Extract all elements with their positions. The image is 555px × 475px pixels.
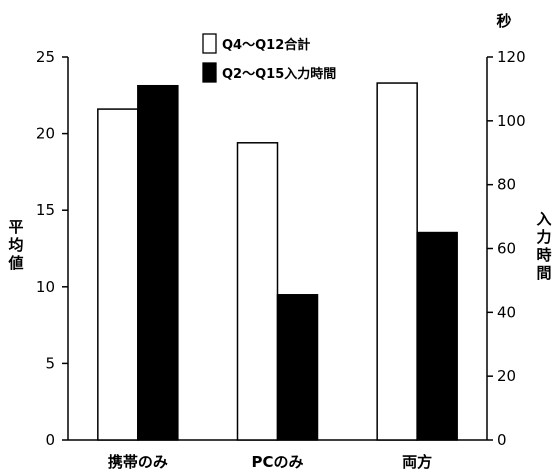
right-axis-label-char: 力 [536,228,551,246]
legend-swatch-q4-q12 [202,33,217,54]
left-axis-label-char: 均 [8,236,23,254]
left-tick-label: 10 [36,278,55,296]
right-axis-label-char: 入 [536,210,551,228]
bar-q4-q12-0 [97,108,139,441]
left-axis-label: 平均値 [7,218,23,272]
left-axis-label-char: 値 [7,254,23,272]
category-label: 携帯のみ [108,453,168,471]
left-tick-label: 0 [45,431,55,449]
right-tick-label: 100 [497,112,526,130]
category-label: PCのみ [251,453,303,471]
right-tick-label: 60 [497,240,516,258]
right-tick-label: 120 [497,48,526,66]
bar-q4-q12-1 [236,142,279,441]
legend-label-q4-q12: Q4～Q12合計 [222,37,310,53]
legend: Q4～Q12合計 Q2～Q15入力時間 [202,33,336,83]
left-tick-label: 20 [36,125,55,143]
bar-q2-q15-2 [416,231,458,441]
legend-swatch-q2-q15 [202,62,217,83]
right-axis-unit: 秒 [496,12,511,30]
legend-label-q2-q15: Q2～Q15入力時間 [222,66,336,82]
left-axis-label-char: 平 [8,218,23,236]
bar-q2-q15-1 [276,294,319,441]
bar-q4-q12-2 [376,82,418,441]
category-labels: 携帯のみ PCのみ 両方 [108,453,432,471]
right-axis-ticks: 0 20 40 60 80 100 120 [487,48,526,449]
left-tick-label: 15 [36,201,55,219]
bars [97,82,458,441]
category-label: 両方 [402,453,432,471]
right-tick-label: 40 [497,303,516,321]
left-tick-label: 25 [36,48,55,66]
right-axis-label-char: 時 [536,246,551,264]
left-axis-ticks: 0 5 10 15 20 25 [36,48,68,449]
right-axis-label: 入力時間 [536,210,551,282]
right-axis-label-char: 間 [536,264,551,282]
bar-q2-q15-0 [137,84,179,441]
right-tick-label: 80 [497,176,516,194]
right-tick-label: 0 [497,431,507,449]
right-tick-label: 20 [497,367,516,385]
left-tick-label: 5 [45,354,55,372]
